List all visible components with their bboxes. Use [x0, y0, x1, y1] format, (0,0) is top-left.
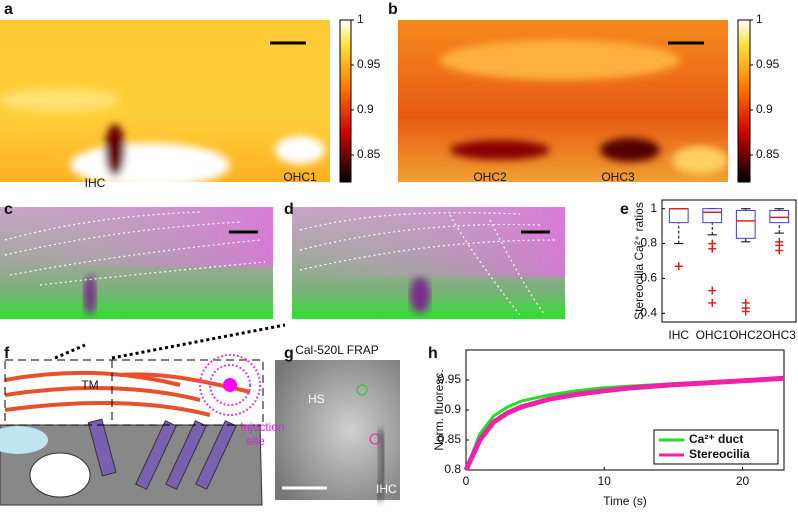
image-label: site: [246, 434, 265, 448]
image-label: TM: [81, 378, 98, 392]
y-tick-label: 0.9: [444, 402, 461, 416]
image-label: Injection: [240, 420, 285, 434]
heatmap-a: [0, 20, 330, 187]
y-axis-label: Stereocilia Ca²⁺ ratios: [632, 202, 646, 320]
y-tick-label: 0.95: [357, 57, 381, 71]
diagram-f: [0, 323, 286, 506]
legend-box: [653, 429, 779, 465]
x-tick-label: 0: [463, 474, 470, 488]
outlier: [741, 307, 750, 316]
x-tick-label: IHC: [668, 328, 689, 342]
colorbar: [737, 19, 751, 183]
y-tick-label: 0.9: [357, 102, 374, 116]
image-label: IHC: [376, 482, 397, 496]
box: [668, 208, 689, 224]
y-tick-label: 0.6: [640, 271, 657, 285]
legend-label: Ca²⁺ duct: [689, 432, 743, 446]
panel-label: d: [284, 201, 294, 218]
outlier: [708, 244, 717, 253]
image-label: OHC2: [473, 170, 507, 184]
outlier: [708, 298, 717, 307]
panel-label: f: [4, 345, 10, 362]
x-tick-label: 10: [598, 474, 612, 488]
y-tick-label: 0.85: [357, 147, 381, 161]
x-tick-label: OHC1: [696, 328, 730, 342]
outlier: [674, 262, 683, 271]
y-tick-label: 0.95: [438, 372, 462, 386]
y-axis-label: Norm. fluoresc.: [432, 369, 446, 450]
image-g: [275, 360, 400, 501]
series-line: [463, 375, 785, 472]
panel-label: h: [428, 345, 438, 362]
y-tick-label: 1: [357, 12, 364, 26]
x-tick-label: 20: [736, 474, 750, 488]
image-label: OHC3: [601, 170, 635, 184]
y-tick-label: 0.95: [756, 57, 780, 71]
outlier: [775, 246, 784, 255]
image-label: IHC: [85, 176, 106, 190]
image-c: [0, 207, 273, 319]
y-tick-label: 1: [756, 12, 763, 26]
image-title: Cal-520L FRAP: [295, 343, 379, 357]
box: [735, 209, 756, 239]
image-d: [292, 207, 565, 319]
colorbar: [339, 19, 352, 183]
x-tick-label: OHC2: [729, 328, 763, 342]
y-tick-label: 0.8: [444, 462, 461, 476]
y-tick-label: 0.85: [438, 432, 462, 446]
y-tick-label: 0.85: [756, 147, 780, 161]
panel-label: a: [4, 1, 13, 18]
legend-label: Stereocilia: [689, 447, 750, 461]
y-tick-label: 1: [650, 201, 657, 215]
panel-label: e: [620, 201, 629, 218]
panel-label: g: [284, 345, 294, 362]
box: [769, 209, 790, 224]
plot-frame: [661, 199, 797, 323]
panel-label: c: [4, 201, 13, 218]
x-tick-label: OHC3: [763, 328, 797, 342]
x-axis-label: Time (s): [603, 494, 647, 508]
y-tick-label: 0.9: [756, 102, 773, 116]
heatmap-b: [398, 20, 728, 182]
y-tick-label: 0.8: [640, 236, 657, 250]
image-label: OHC1: [283, 170, 317, 184]
panel-label: b: [388, 1, 398, 18]
outlier: [708, 286, 717, 295]
y-tick-label: 0.4: [640, 305, 657, 319]
box: [702, 208, 723, 224]
image-label: HS: [308, 392, 325, 406]
